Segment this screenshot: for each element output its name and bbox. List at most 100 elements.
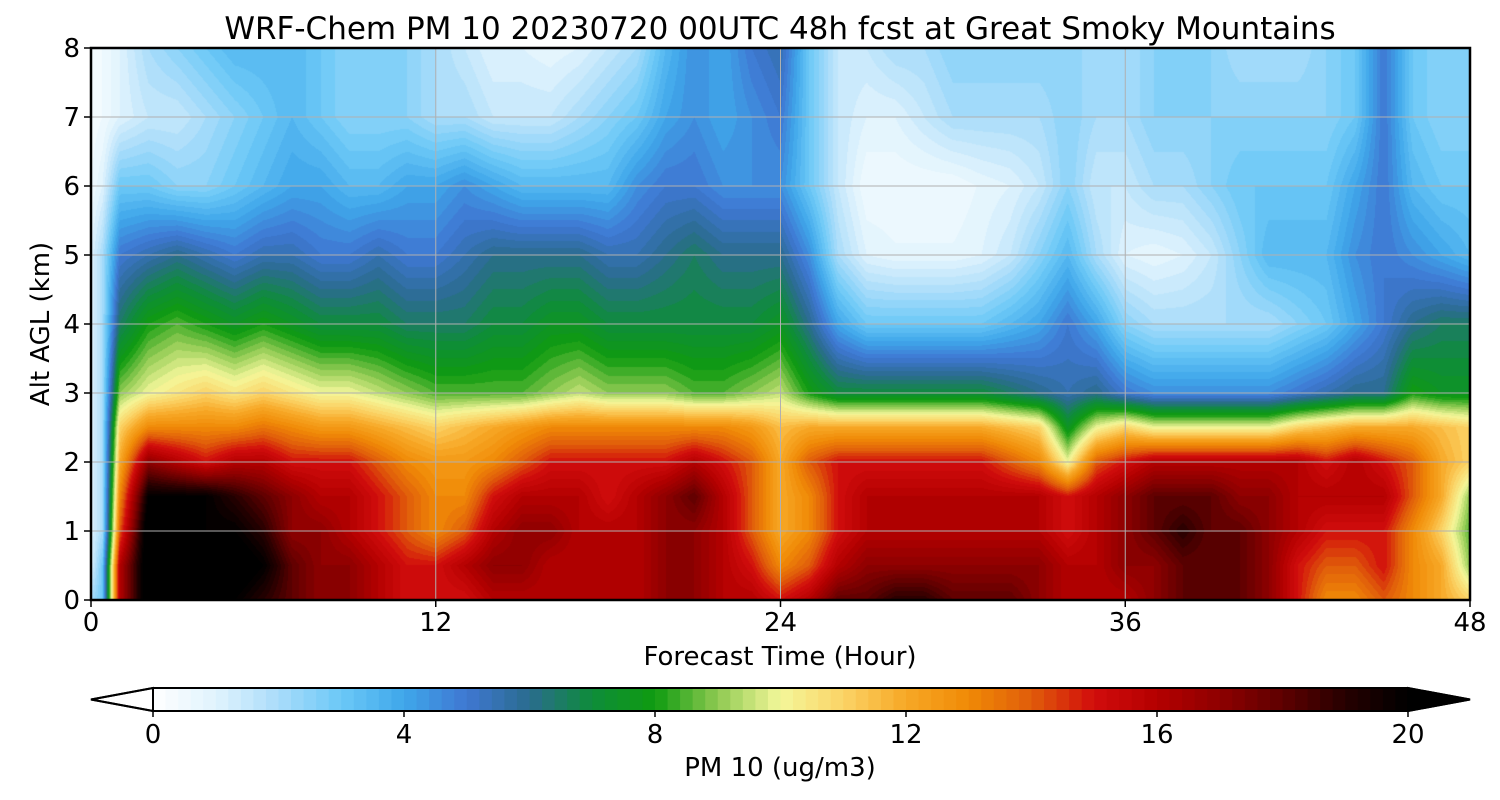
colorbar-segment [1081, 688, 1095, 711]
colorbar-segment [554, 688, 568, 711]
colorbar-segment [893, 688, 907, 711]
colorbar-segment [516, 688, 531, 711]
colorbar-segment [228, 688, 242, 711]
colorbar-segment [617, 688, 631, 711]
colorbar-segment [504, 688, 518, 711]
colorbar-segment [642, 688, 656, 711]
colorbar-segment [165, 688, 179, 711]
x-tick-label: 0 [83, 608, 100, 638]
colorbar [90, 686, 1471, 713]
colorbar-segment [742, 688, 756, 711]
y-tick-label: 2 [63, 448, 80, 478]
colorbar-segment [542, 688, 556, 711]
colorbar-segment [291, 688, 305, 711]
colorbar-segment [1131, 688, 1146, 711]
colorbar-segment [667, 688, 681, 711]
y-tick-label: 4 [63, 310, 80, 340]
colorbar-segment [1282, 688, 1296, 711]
colorbar-segment [303, 688, 317, 711]
colorbar-segment [1069, 688, 1083, 711]
colorbar-segment [240, 688, 254, 711]
x-axis: 0 12 24 36 48 [83, 600, 1487, 638]
colorbar-segment [265, 688, 280, 711]
y-tick-label: 3 [63, 379, 80, 409]
colorbar-segment [1382, 688, 1397, 711]
colorbar-segment [190, 688, 204, 711]
colorbar-segment [1182, 688, 1196, 711]
colorbar-segment [1169, 688, 1183, 711]
colorbar-under-arrow [90, 686, 154, 713]
colorbar-segment [1345, 688, 1359, 711]
colorbar-segment [479, 688, 493, 711]
colorbar-segment [178, 688, 192, 711]
colorbar-segment [529, 688, 543, 711]
y-tick-label: 5 [63, 241, 80, 271]
colorbar-segment [454, 688, 468, 711]
y-tick-label: 6 [63, 172, 80, 202]
colorbar-segment [215, 688, 229, 711]
colorbar-segment [429, 688, 443, 711]
colorbar-tick-label: 4 [396, 720, 413, 750]
colorbar-segment [404, 688, 418, 711]
y-tick-label: 7 [63, 103, 80, 133]
colorbar-segment [1219, 688, 1233, 711]
colorbar-segment [378, 688, 393, 711]
colorbar-segment [441, 688, 455, 711]
colorbar-segment [692, 688, 706, 711]
colorbar-segment [717, 688, 731, 711]
colorbar-segment [680, 688, 694, 711]
colorbar-segment [328, 688, 342, 711]
colorbar-segment [1269, 688, 1284, 711]
y-tick-label: 8 [63, 34, 80, 64]
colorbar-segment [1332, 688, 1346, 711]
colorbar-segment [868, 688, 882, 711]
colorbar-segment [993, 688, 1007, 711]
colorbar-segment [1144, 688, 1158, 711]
colorbar-segment [981, 688, 995, 711]
colorbar-tick-label: 0 [145, 720, 162, 750]
colorbar-segment [918, 688, 932, 711]
colorbar-segment [880, 688, 895, 711]
colorbar-tick-label: 20 [1391, 720, 1424, 750]
colorbar-segment [253, 688, 267, 711]
y-tick-label: 1 [63, 517, 80, 547]
colorbar-segment [755, 688, 769, 711]
colorbar-segment [818, 688, 832, 711]
y-tick-label: 0 [63, 586, 80, 616]
colorbar-segment [1395, 688, 1409, 711]
chart-title: WRF-Chem PM 10 20230720 00UTC 48h fcst a… [224, 11, 1335, 47]
colorbar-over-arrow [1407, 686, 1471, 713]
colorbar-segment [1295, 688, 1309, 711]
colorbar-segment [805, 688, 819, 711]
colorbar-segment [629, 688, 644, 711]
colorbar-segment [491, 688, 505, 711]
colorbar-segment [830, 688, 844, 711]
colorbar-segment [366, 688, 380, 711]
x-tick-label: 36 [1109, 608, 1142, 638]
colorbar-segment [278, 688, 292, 711]
colorbar-label: PM 10 (ug/m3) [684, 753, 876, 783]
colorbar-segment [1106, 688, 1120, 711]
colorbar-segment [855, 688, 869, 711]
colorbar-segment [391, 688, 405, 711]
colorbar-segment [968, 688, 982, 711]
colorbar-segment [1006, 688, 1020, 711]
colorbar-segment [767, 688, 782, 711]
colorbar-segment [1307, 688, 1321, 711]
colorbar-segment [1031, 688, 1045, 711]
colorbar-segment [416, 688, 430, 711]
colorbar-segment [1244, 688, 1258, 711]
colorbar-segment [1232, 688, 1246, 711]
x-tick-label: 24 [764, 608, 797, 638]
colorbar-segment [1119, 688, 1133, 711]
grid-lines [91, 48, 1470, 600]
colorbar-segment [956, 688, 970, 711]
colorbar-segment [1018, 688, 1033, 711]
colorbar-segment [1044, 688, 1058, 711]
colorbar-segment [1257, 688, 1271, 711]
colorbar-segment [353, 688, 367, 711]
colorbar-segment [1194, 688, 1208, 711]
colorbar-segment [1207, 688, 1221, 711]
colorbar-segment [1357, 688, 1371, 711]
